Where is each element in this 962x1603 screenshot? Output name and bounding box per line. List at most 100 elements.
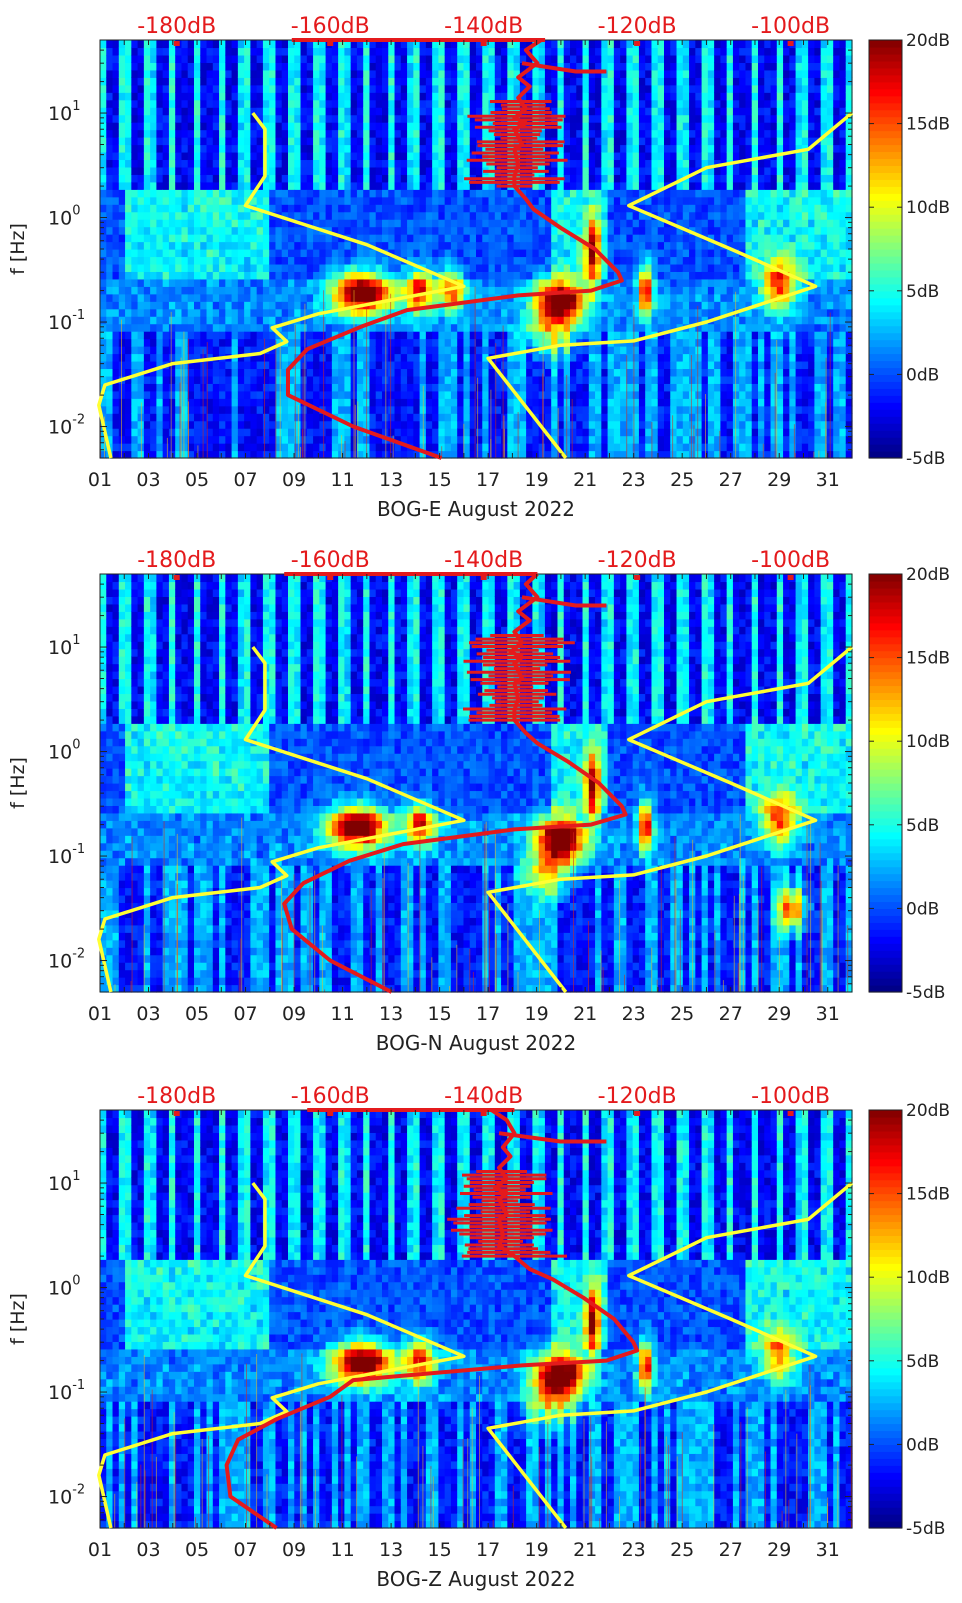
x-tick-label: 23 [622,1003,646,1025]
top-db-tick-label: -140dB [444,548,523,573]
colorbar-tick-label: 20dB [906,565,950,585]
x-tick-label: 09 [282,469,306,491]
x-tick-label: 31 [816,1539,840,1561]
y-tick-label: 10-1 [48,308,85,334]
x-tick-label: 25 [670,1539,694,1561]
x-tick-label: 21 [573,469,597,491]
x-tick-label: 11 [330,469,354,491]
y-tick-label: 10-2 [48,947,85,973]
x-tick-label: 15 [428,1003,452,1025]
top-db-tick-label: -180dB [137,548,216,573]
y-axis-label: f [Hz] [7,223,29,275]
colorbar-tick-label: 10dB [906,198,950,218]
y-tick-label: 101 [48,99,80,125]
x-tick-label: 17 [476,1003,500,1025]
x-tick-label: 19 [525,469,549,491]
x-tick-label: 15 [428,1539,452,1561]
x-tick-label: 01 [88,1539,112,1561]
x-tick-label: 29 [767,469,791,491]
colorbar: -5dB 0dB 5dB 10dB 15dB 20dB [869,1101,950,1539]
y-axis-label: f [Hz] [7,1293,29,1345]
colorbar-tick-label: -5dB [906,983,945,1003]
x-axis-label: BOG-N August 2022 [376,1031,576,1055]
colorbar-tick-label: -5dB [906,1519,945,1539]
y-axis-label: f [Hz] [7,757,29,809]
colorbar-tick-label: -5dB [906,449,945,469]
x-tick-label: 09 [282,1003,306,1025]
top-db-tick-label: -120dB [598,548,677,573]
colorbar-tick-label: 0dB [906,365,939,385]
x-tick-label: 21 [573,1003,597,1025]
top-db-tick-label: -160dB [291,14,370,39]
x-tick-label: 17 [476,1539,500,1561]
x-tick-label: 19 [525,1003,549,1025]
y-tick-label: 10-1 [48,842,85,868]
x-tick-label: 03 [136,1003,160,1025]
colorbar-tick-label: 15dB [906,115,950,135]
colorbar-tick-label: 5dB [906,282,939,302]
y-tick-label: 101 [48,1169,80,1195]
colorbar-tick-label: 20dB [906,31,950,51]
x-tick-label: 13 [379,469,403,491]
colorbar-tick-label: 0dB [906,1435,939,1455]
top-db-tick-label: -160dB [291,548,370,573]
x-tick-label: 07 [233,1003,257,1025]
colorbar-tick-label: 20dB [906,1101,950,1121]
x-tick-label: 01 [88,469,112,491]
colorbar-tick-label: 15dB [906,649,950,669]
y-tick-label: 100 [48,1274,80,1300]
x-tick-label: 25 [670,469,694,491]
x-tick-label: 15 [428,469,452,491]
x-tick-label: 05 [185,1539,209,1561]
x-tick-label: 05 [185,469,209,491]
top-db-tick-label: -180dB [137,14,216,39]
colorbar-tick-label: 5dB [906,816,939,836]
colorbar-tick-label: 15dB [906,1185,950,1205]
colorbar-tick-label: 10dB [906,732,950,752]
x-tick-label: 25 [670,1003,694,1025]
x-tick-label: 27 [719,469,743,491]
heatmap-cells [100,40,853,459]
x-axis-label: BOG-Z August 2022 [376,1567,575,1591]
x-tick-label: 17 [476,469,500,491]
top-db-tick-label: -120dB [598,14,677,39]
x-tick-label: 07 [233,1539,257,1561]
x-tick-label: 31 [816,469,840,491]
x-tick-label: 01 [88,1003,112,1025]
x-tick-label: 29 [767,1003,791,1025]
x-tick-label: 27 [719,1003,743,1025]
x-tick-label: 07 [233,469,257,491]
x-tick-label: 13 [379,1003,403,1025]
x-tick-label: 13 [379,1539,403,1561]
x-tick-label: 11 [330,1003,354,1025]
y-tick-label: 10-2 [48,1483,85,1509]
x-tick-label: 23 [622,1539,646,1561]
y-tick-label: 10-2 [48,413,85,439]
top-db-tick-label: -100dB [751,14,830,39]
x-tick-label: 05 [185,1003,209,1025]
colorbar-tick-label: 5dB [906,1352,939,1372]
top-db-tick-label: -120dB [598,1084,677,1109]
top-db-tick-label: -160dB [291,1084,370,1109]
top-db-tick-label: -140dB [444,1084,523,1109]
y-tick-label: 10-1 [48,1378,85,1404]
x-tick-label: 21 [573,1539,597,1561]
colorbar-tick-label: 10dB [906,1268,950,1288]
top-db-tick-label: -140dB [444,14,523,39]
x-tick-label: 11 [330,1539,354,1561]
y-tick-label: 100 [48,204,80,230]
x-tick-label: 31 [816,1003,840,1025]
top-db-tick-label: -100dB [751,1084,830,1109]
y-tick-label: 100 [48,738,80,764]
x-tick-label: 23 [622,469,646,491]
x-axis-label: BOG-E August 2022 [377,497,575,521]
top-db-tick-label: -100dB [751,548,830,573]
x-tick-label: 03 [136,1539,160,1561]
colorbar: -5dB 0dB 5dB 10dB 15dB 20dB [869,31,950,469]
x-tick-label: 29 [767,1539,791,1561]
